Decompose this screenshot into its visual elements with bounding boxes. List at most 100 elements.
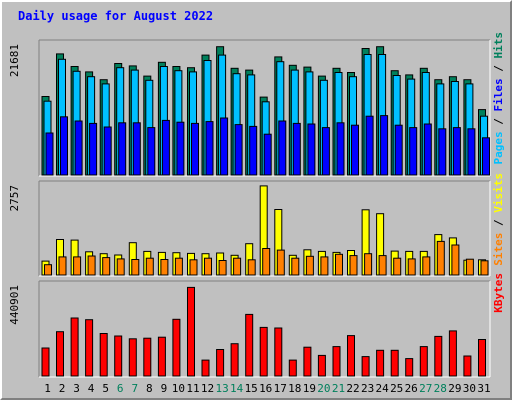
bar-sites-day-22 bbox=[349, 255, 358, 276]
x-tick-label-day-24: 24 bbox=[375, 382, 389, 395]
x-tick-label-day-11: 11 bbox=[186, 382, 199, 395]
x-tick-label-day-3: 3 bbox=[73, 382, 80, 395]
bar-kbytes-day-16 bbox=[259, 326, 268, 377]
bar-sites-day-10 bbox=[174, 257, 183, 276]
bar-kbytes-day-8 bbox=[143, 337, 152, 377]
bar-kbytes-day-23 bbox=[361, 356, 370, 377]
bar-pages-day-29 bbox=[452, 127, 461, 176]
x-tick-label-day-20: 20 bbox=[317, 382, 330, 395]
x-tick-label-day-29: 29 bbox=[448, 382, 461, 395]
bar-sites-day-8 bbox=[145, 257, 154, 276]
x-tick-label-day-10: 10 bbox=[172, 382, 185, 395]
x-tick-label-day-27: 27 bbox=[419, 382, 432, 395]
panel-legend: Pages / Files / Hits bbox=[492, 32, 505, 165]
bar-sites-day-15 bbox=[247, 259, 256, 276]
bar-pages-day-3 bbox=[74, 120, 83, 176]
bar-kbytes-day-20 bbox=[317, 354, 326, 377]
bar-pages-day-4 bbox=[89, 122, 98, 176]
bar-kbytes-day-18 bbox=[288, 359, 297, 377]
bar-pages-day-21 bbox=[336, 122, 345, 176]
bar-pages-day-17 bbox=[278, 120, 287, 176]
x-axis-labels: 1 2 3 4 5 6 7 8 9 10 11 12 13 14 15 16 17 18 19 20 21 22 23 24 2… bbox=[44, 382, 490, 395]
bar-kbytes-day-9 bbox=[157, 336, 166, 377]
x-tick-label-day-30: 30 bbox=[463, 382, 476, 395]
bar-sites-day-14 bbox=[233, 257, 242, 276]
series-pages bbox=[45, 115, 490, 176]
bar-kbytes-day-14 bbox=[230, 343, 239, 377]
x-tick-label-day-12: 12 bbox=[201, 382, 214, 395]
bar-pages-day-11 bbox=[191, 122, 199, 176]
x-tick-label-day-22: 22 bbox=[346, 382, 359, 395]
bar-sites-day-29 bbox=[451, 244, 460, 276]
bar-kbytes-day-5 bbox=[99, 333, 108, 377]
bar-pages-day-31 bbox=[482, 137, 490, 176]
bar-sites-day-25 bbox=[393, 257, 402, 276]
x-tick-label-day-7: 7 bbox=[131, 382, 138, 395]
legend-entry: KBytes bbox=[492, 273, 505, 313]
bar-sites-day-9 bbox=[160, 259, 169, 276]
bar-sites-day-5 bbox=[102, 257, 111, 276]
bar-sites-day-12 bbox=[204, 257, 212, 276]
bar-pages-day-28 bbox=[438, 128, 447, 176]
legend-entry: Sites bbox=[492, 233, 505, 266]
bar-pages-day-14 bbox=[234, 124, 243, 176]
bar-sites-day-2 bbox=[58, 256, 67, 276]
bar-pages-day-7 bbox=[132, 122, 141, 176]
x-tick-label-day-4: 4 bbox=[88, 382, 95, 395]
series-kbytes bbox=[41, 286, 486, 377]
x-tick-label-day-1: 1 bbox=[44, 382, 51, 395]
bar-pages-day-26 bbox=[409, 127, 418, 176]
bar-kbytes-day-13 bbox=[216, 349, 225, 377]
bar-sites-day-4 bbox=[87, 255, 96, 276]
panel-max-label: 2757 bbox=[8, 185, 21, 212]
legend-entry: Visits bbox=[492, 173, 505, 213]
bar-sites-day-24 bbox=[378, 255, 387, 276]
bar-kbytes-day-31 bbox=[478, 339, 486, 377]
bar-kbytes-day-21 bbox=[332, 346, 341, 377]
legend-entry: / bbox=[492, 59, 505, 79]
bar-pages-day-13 bbox=[220, 117, 229, 176]
legend-entry: / bbox=[492, 112, 505, 132]
bar-pages-day-10 bbox=[176, 121, 185, 176]
bar-kbytes-day-3 bbox=[70, 317, 79, 377]
bar-kbytes-day-7 bbox=[128, 338, 137, 377]
bar-kbytes-day-30 bbox=[463, 355, 472, 377]
bar-sites-day-7 bbox=[131, 259, 140, 276]
x-tick-label-day-6: 6 bbox=[117, 382, 124, 395]
bar-sites-day-23 bbox=[364, 253, 373, 276]
bar-sites-day-13 bbox=[218, 260, 227, 276]
bar-pages-day-15 bbox=[249, 125, 258, 176]
bar-pages-day-6 bbox=[118, 122, 127, 176]
chart-title: Daily usage for August 2022 bbox=[18, 9, 213, 23]
bar-sites-day-18 bbox=[291, 257, 300, 276]
bar-pages-day-25 bbox=[394, 124, 403, 176]
panel-visits-sites: 2757 Sites / Visits bbox=[8, 173, 505, 277]
bar-sites-day-20 bbox=[320, 256, 329, 276]
bar-pages-day-16 bbox=[263, 133, 272, 176]
bar-sites-day-26 bbox=[407, 258, 416, 276]
bar-sites-day-27 bbox=[422, 256, 431, 276]
bar-pages-day-22 bbox=[351, 124, 359, 176]
x-tick-label-day-26: 26 bbox=[405, 382, 418, 395]
x-tick-label-day-25: 25 bbox=[390, 382, 403, 395]
x-tick-label-day-15: 15 bbox=[245, 382, 258, 395]
bar-pages-day-30 bbox=[467, 128, 476, 176]
x-tick-label-day-13: 13 bbox=[215, 382, 228, 395]
bar-kbytes-day-29 bbox=[448, 330, 457, 377]
bar-kbytes-day-10 bbox=[172, 318, 181, 377]
bar-pages-day-8 bbox=[147, 127, 156, 176]
bar-sites-day-1 bbox=[44, 264, 52, 276]
x-tick-label-day-17: 17 bbox=[274, 382, 287, 395]
panel-hits-files-pages: 21681 Pages / Files / Hits bbox=[8, 32, 505, 177]
bar-kbytes-day-28 bbox=[434, 335, 443, 377]
bar-pages-day-24 bbox=[380, 115, 389, 176]
bar-pages-day-27 bbox=[423, 123, 432, 176]
bar-kbytes-day-1 bbox=[41, 347, 50, 377]
x-tick-label-day-18: 18 bbox=[288, 382, 301, 395]
bar-kbytes-day-4 bbox=[85, 319, 94, 377]
bar-kbytes-day-17 bbox=[274, 327, 283, 377]
panel-legend: KBytes bbox=[492, 273, 505, 313]
bar-pages-day-20 bbox=[321, 127, 330, 176]
bar-kbytes-day-24 bbox=[376, 349, 385, 377]
